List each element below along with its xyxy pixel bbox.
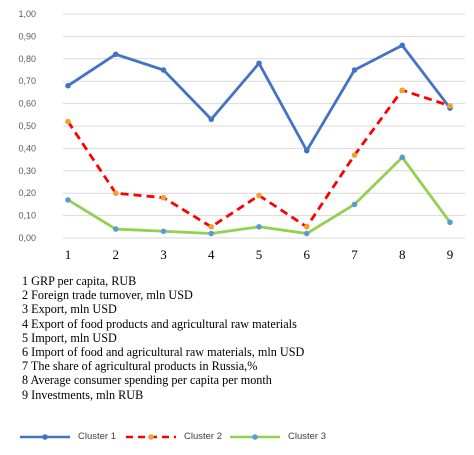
- x-tick-label: 6: [304, 247, 311, 262]
- legend-swatch: [230, 434, 280, 440]
- data-point: [399, 42, 406, 49]
- x-tick-label: 1: [65, 247, 72, 262]
- series-3: [65, 154, 453, 237]
- legend-label: Cluster 3: [288, 431, 327, 442]
- data-point: [303, 224, 310, 230]
- x-tick-label: 2: [113, 247, 120, 262]
- data-point: [256, 60, 262, 67]
- y-tick-label: 0,60: [18, 99, 36, 109]
- data-point: [351, 152, 358, 158]
- y-tick-label: 0,20: [18, 188, 36, 198]
- y-tick-label: 0,00: [18, 233, 36, 243]
- legend-swatch: [20, 434, 70, 440]
- x-tick-label: 7: [351, 247, 358, 262]
- note-item: 5 Import, mln USD: [22, 330, 117, 345]
- x-axis-ticks: 1 2 3 4 5 6 7 8 9: [65, 247, 454, 262]
- data-point: [351, 201, 358, 208]
- note-item: 2 Foreign trade turnover, mln USD: [22, 288, 193, 303]
- legend-label: Cluster 1: [78, 431, 117, 442]
- data-point: [65, 197, 71, 203]
- data-point: [208, 224, 215, 230]
- data-point: [65, 82, 71, 89]
- data-point: [303, 230, 310, 237]
- data-point: [447, 103, 453, 109]
- x-tick-label: 9: [447, 247, 454, 262]
- legend-swatch: [126, 434, 176, 440]
- data-point: [160, 67, 167, 73]
- note-item: 7 The share of agricultural products in …: [22, 359, 258, 374]
- data-point: [447, 219, 453, 226]
- data-point: [208, 230, 215, 237]
- note-item: 1 GRP per capita, RUB: [22, 274, 137, 288]
- y-tick-label: 0,10: [18, 211, 36, 221]
- y-tick-label: 0,90: [18, 31, 36, 41]
- data-point: [399, 154, 406, 161]
- y-axis-ticks: 0,00 0,10 0,20 0,30 0,40 0,50 0,60 0,70 0,80 0,90…: [18, 9, 36, 243]
- data-point: [303, 147, 310, 154]
- data-point: [160, 194, 167, 201]
- x-tick-label: 5: [256, 247, 263, 262]
- x-tick-label: 4: [208, 247, 215, 262]
- y-tick-label: 1,00: [18, 9, 36, 19]
- y-tick-label: 0,40: [18, 143, 36, 153]
- data-point: [256, 192, 262, 199]
- line-chart: 0,00 0,10 0,20 0,30 0,40 0,50 0,60 0,70 0,80 0,90…: [18, 9, 465, 262]
- data-point: [351, 67, 358, 73]
- series-2: [65, 87, 453, 230]
- data-point: [112, 226, 119, 232]
- note-item: 8 Average consumer spending per capita p…: [22, 373, 272, 388]
- category-notes: 1 GRP per capita, RUB 2 Foreign trade tu…: [22, 274, 304, 402]
- y-tick-label: 0,50: [18, 121, 36, 131]
- y-tick-label: 0,80: [18, 54, 36, 64]
- series-line: [66, 88, 451, 229]
- note-item: 4 Export of food products and agricultur…: [22, 316, 297, 331]
- chart-legend: Cluster 1 Cluster 2 Cluster 3: [0, 430, 474, 446]
- series-lines: [65, 42, 453, 237]
- data-point: [160, 228, 167, 235]
- note-item: 6 Import of food and agricultural raw ma…: [22, 345, 305, 360]
- data-point: [65, 118, 71, 125]
- y-tick-label: 0,30: [18, 166, 36, 176]
- x-tick-label: 3: [160, 247, 167, 262]
- note-item: 3 Export, mln USD: [22, 302, 117, 317]
- x-tick-label: 8: [399, 247, 406, 262]
- y-tick-label: 0,70: [18, 76, 36, 86]
- data-point: [399, 87, 406, 93]
- data-point: [112, 51, 119, 58]
- data-point: [112, 190, 119, 196]
- data-point: [208, 116, 215, 123]
- gridlines: [63, 13, 465, 239]
- legend-label: Cluster 2: [184, 431, 223, 442]
- note-item: 9 Investments, mln RUB: [22, 387, 144, 402]
- data-point: [256, 224, 262, 230]
- series-1: [65, 42, 453, 154]
